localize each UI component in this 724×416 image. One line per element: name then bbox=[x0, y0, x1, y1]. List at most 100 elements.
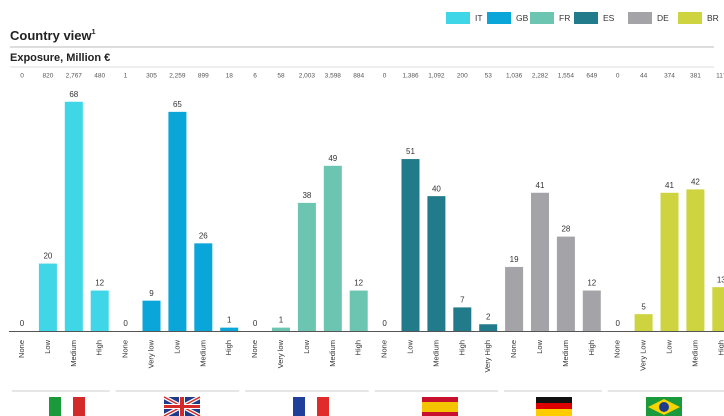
bar bbox=[297, 202, 316, 331]
x-tick-label: High bbox=[224, 340, 233, 355]
legend-label: IT bbox=[475, 13, 483, 23]
value-label: 5 bbox=[641, 302, 646, 311]
chart-title: Country view1 bbox=[10, 28, 96, 43]
bar bbox=[168, 111, 187, 331]
value-label: 2 bbox=[486, 312, 491, 321]
bar bbox=[556, 236, 575, 331]
x-tick-label: High bbox=[716, 340, 724, 355]
value-label: 0 bbox=[253, 319, 258, 328]
value-label: 1 bbox=[227, 316, 232, 325]
exposure-label: 1,036 bbox=[506, 73, 523, 80]
x-tick-label: Very Low bbox=[639, 339, 648, 370]
value-label: 51 bbox=[406, 147, 415, 156]
bar bbox=[505, 266, 524, 331]
exposure-label: 0 bbox=[616, 73, 620, 80]
value-label: 7 bbox=[460, 296, 465, 305]
x-tick-label: Medium bbox=[561, 340, 570, 367]
bar bbox=[686, 189, 705, 331]
bar bbox=[90, 290, 109, 331]
title-footnote: 1 bbox=[92, 29, 96, 36]
value-label: 0 bbox=[123, 319, 128, 328]
x-tick-label: Low bbox=[302, 339, 311, 353]
exposure-label: 0 bbox=[383, 73, 387, 80]
exposure-label: 374 bbox=[664, 73, 675, 80]
exposure-label: 2,767 bbox=[66, 73, 83, 80]
x-tick-label: Medium bbox=[69, 340, 78, 367]
flags bbox=[49, 395, 682, 416]
x-tick-label: Very High bbox=[483, 340, 492, 373]
x-tick-label: Medium bbox=[198, 340, 207, 367]
x-tick-label: None bbox=[380, 340, 389, 358]
bar bbox=[64, 101, 83, 331]
value-label: 28 bbox=[561, 225, 570, 234]
legend-label: FR bbox=[559, 13, 570, 23]
exposure-label: 53 bbox=[485, 73, 493, 80]
value-label: 0 bbox=[382, 319, 387, 328]
value-label: 26 bbox=[199, 231, 208, 240]
bar bbox=[660, 192, 679, 331]
bar bbox=[712, 287, 724, 331]
bar bbox=[427, 196, 446, 331]
x-tick-label: Low bbox=[43, 339, 52, 353]
exposure-label: 1,092 bbox=[428, 73, 445, 80]
x-tick-label: Very low bbox=[276, 339, 285, 368]
x-tick-label: None bbox=[613, 340, 622, 358]
value-label: 68 bbox=[69, 90, 78, 99]
value-label: 41 bbox=[665, 181, 674, 190]
value-label: 20 bbox=[43, 252, 52, 261]
exposure-label: 58 bbox=[277, 73, 285, 80]
exposure-label: 820 bbox=[42, 73, 53, 80]
bar bbox=[272, 327, 290, 331]
x-tick-label: High bbox=[457, 340, 466, 355]
value-label: 1 bbox=[279, 316, 284, 325]
exposure-label: 480 bbox=[94, 73, 105, 80]
x-tick-label: None bbox=[121, 340, 130, 358]
legend-label: ES bbox=[603, 13, 615, 23]
flag-es bbox=[422, 397, 458, 416]
exposure-label: 6 bbox=[253, 73, 257, 80]
flag-fr bbox=[293, 397, 329, 416]
bar bbox=[194, 243, 213, 331]
exposure-label: 1 bbox=[124, 73, 128, 80]
exposure-label: 1,554 bbox=[558, 73, 575, 80]
bar bbox=[349, 290, 368, 331]
flag-br bbox=[646, 397, 682, 416]
exposure-label: 0 bbox=[20, 73, 24, 80]
value-label: 65 bbox=[173, 100, 182, 109]
value-label: 12 bbox=[95, 279, 104, 288]
legend-swatch bbox=[487, 12, 511, 24]
x-tick-label: Medium bbox=[431, 340, 440, 367]
legend-swatch bbox=[574, 12, 598, 24]
exposure-label: 1,386 bbox=[402, 73, 419, 80]
bar bbox=[634, 314, 653, 331]
bar bbox=[142, 300, 161, 331]
exposure-label: 200 bbox=[457, 73, 468, 80]
value-label: 13 bbox=[717, 275, 724, 284]
x-tick-label: High bbox=[95, 340, 104, 355]
flag-it bbox=[49, 397, 85, 416]
x-tick-label: Medium bbox=[328, 340, 337, 367]
bar bbox=[479, 324, 498, 331]
x-tick-label: None bbox=[17, 340, 26, 358]
exposure-label: 117 bbox=[716, 73, 724, 80]
x-tick-label: Very low bbox=[146, 339, 155, 368]
exposure-label: 2,259 bbox=[169, 73, 186, 80]
legend-swatch bbox=[628, 12, 652, 24]
x-tick-label: Low bbox=[535, 339, 544, 353]
bar bbox=[401, 159, 420, 331]
bar bbox=[531, 192, 549, 331]
value-label: 12 bbox=[354, 279, 363, 288]
legend-swatch bbox=[678, 12, 702, 24]
legend-label: GB bbox=[516, 13, 529, 23]
x-tick-label: Low bbox=[405, 339, 414, 353]
exposure-label: 2,003 bbox=[299, 73, 316, 80]
exposure-label: 381 bbox=[690, 73, 701, 80]
value-label: 49 bbox=[328, 154, 337, 163]
value-label: 41 bbox=[536, 181, 545, 190]
exposure-label: 2,282 bbox=[532, 73, 549, 80]
value-label: 42 bbox=[691, 178, 700, 187]
x-tick-label: High bbox=[587, 340, 596, 355]
flag-de bbox=[536, 397, 572, 416]
exposure-label: 3,598 bbox=[325, 73, 342, 80]
